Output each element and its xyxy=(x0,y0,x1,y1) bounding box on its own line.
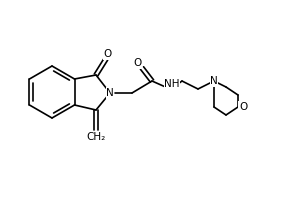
Text: O: O xyxy=(104,49,112,59)
Text: NH: NH xyxy=(164,79,180,89)
Text: CH₂: CH₂ xyxy=(86,132,106,142)
Text: N: N xyxy=(210,76,218,86)
Text: N: N xyxy=(210,76,218,86)
Text: N: N xyxy=(106,88,114,98)
Text: O: O xyxy=(133,58,141,68)
Text: O: O xyxy=(239,102,247,112)
